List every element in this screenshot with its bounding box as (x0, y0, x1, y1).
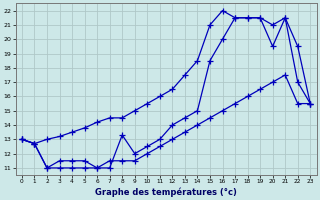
X-axis label: Graphe des températures (°c): Graphe des températures (°c) (95, 187, 237, 197)
